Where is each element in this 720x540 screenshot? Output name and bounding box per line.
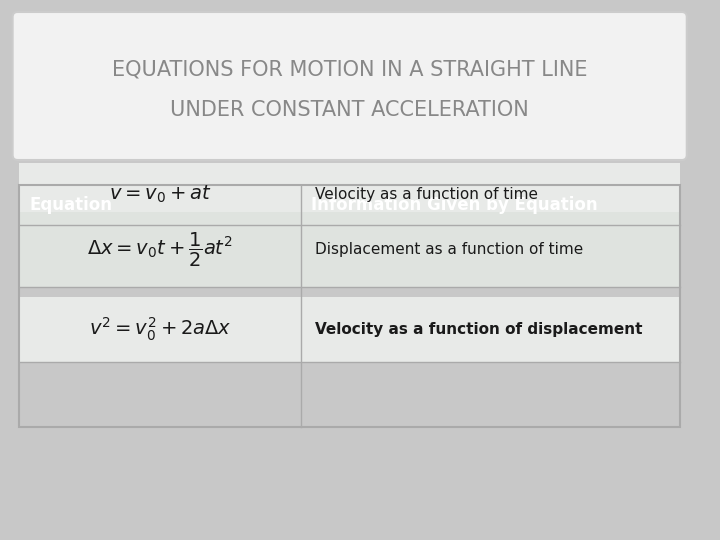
Text: $v^2 = v_0^2 + 2a\Delta x$: $v^2 = v_0^2 + 2a\Delta x$: [89, 316, 232, 343]
Text: Velocity as a function of time: Velocity as a function of time: [315, 186, 538, 201]
Text: $\Delta x = v_0 t + \dfrac{1}{2}at^2$: $\Delta x = v_0 t + \dfrac{1}{2}at^2$: [87, 231, 233, 268]
Text: Information Given by Equation: Information Given by Equation: [311, 196, 598, 214]
Text: Velocity as a function of displacement: Velocity as a function of displacement: [315, 322, 642, 337]
Text: $v = v_0 + at$: $v = v_0 + at$: [109, 184, 212, 205]
Bar: [301, 297, 680, 362]
Bar: [301, 185, 680, 225]
Text: UNDER CONSTANT ACCELERATION: UNDER CONSTANT ACCELERATION: [171, 100, 529, 120]
FancyBboxPatch shape: [13, 12, 687, 160]
Bar: [19, 212, 301, 287]
Bar: [301, 212, 680, 287]
Bar: [19, 185, 680, 427]
Bar: [19, 185, 301, 225]
Bar: [19, 163, 301, 225]
Bar: [301, 163, 680, 225]
Bar: [19, 297, 301, 362]
Text: EQUATIONS FOR MOTION IN A STRAIGHT LINE: EQUATIONS FOR MOTION IN A STRAIGHT LINE: [112, 60, 588, 80]
Text: Displacement as a function of time: Displacement as a function of time: [315, 242, 583, 257]
Text: Equation: Equation: [29, 196, 112, 214]
